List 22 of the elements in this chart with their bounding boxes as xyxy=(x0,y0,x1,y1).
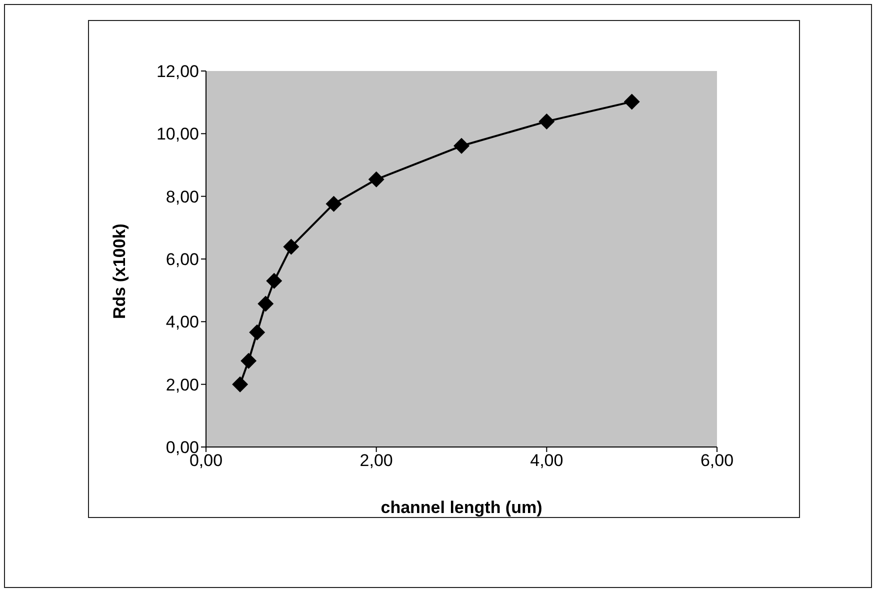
x-tick-label: 4,00 xyxy=(530,451,564,470)
point xyxy=(249,324,266,340)
y-tick-label: 6,00 xyxy=(166,250,199,270)
point xyxy=(326,196,342,212)
point xyxy=(624,94,640,110)
point xyxy=(258,296,274,312)
point xyxy=(368,171,384,188)
point xyxy=(283,238,300,255)
x-axis-title: channel length (um) xyxy=(380,498,542,517)
point xyxy=(266,272,282,289)
point xyxy=(240,352,257,369)
y-tick-label: 8,00 xyxy=(166,187,199,206)
point xyxy=(454,138,470,154)
point xyxy=(538,113,555,130)
y-tick-label: 10,00 xyxy=(156,124,199,144)
y-axis-title: Rds (x100k) xyxy=(110,224,130,319)
x-tick-label: 6,00 xyxy=(700,451,734,470)
x-tick-label: 2,00 xyxy=(360,451,393,470)
y-tick-label: 2,00 xyxy=(166,375,199,394)
y-tick-label: 4,00 xyxy=(166,312,199,332)
point xyxy=(232,376,248,392)
y-tick-label: 12,00 xyxy=(156,62,199,82)
